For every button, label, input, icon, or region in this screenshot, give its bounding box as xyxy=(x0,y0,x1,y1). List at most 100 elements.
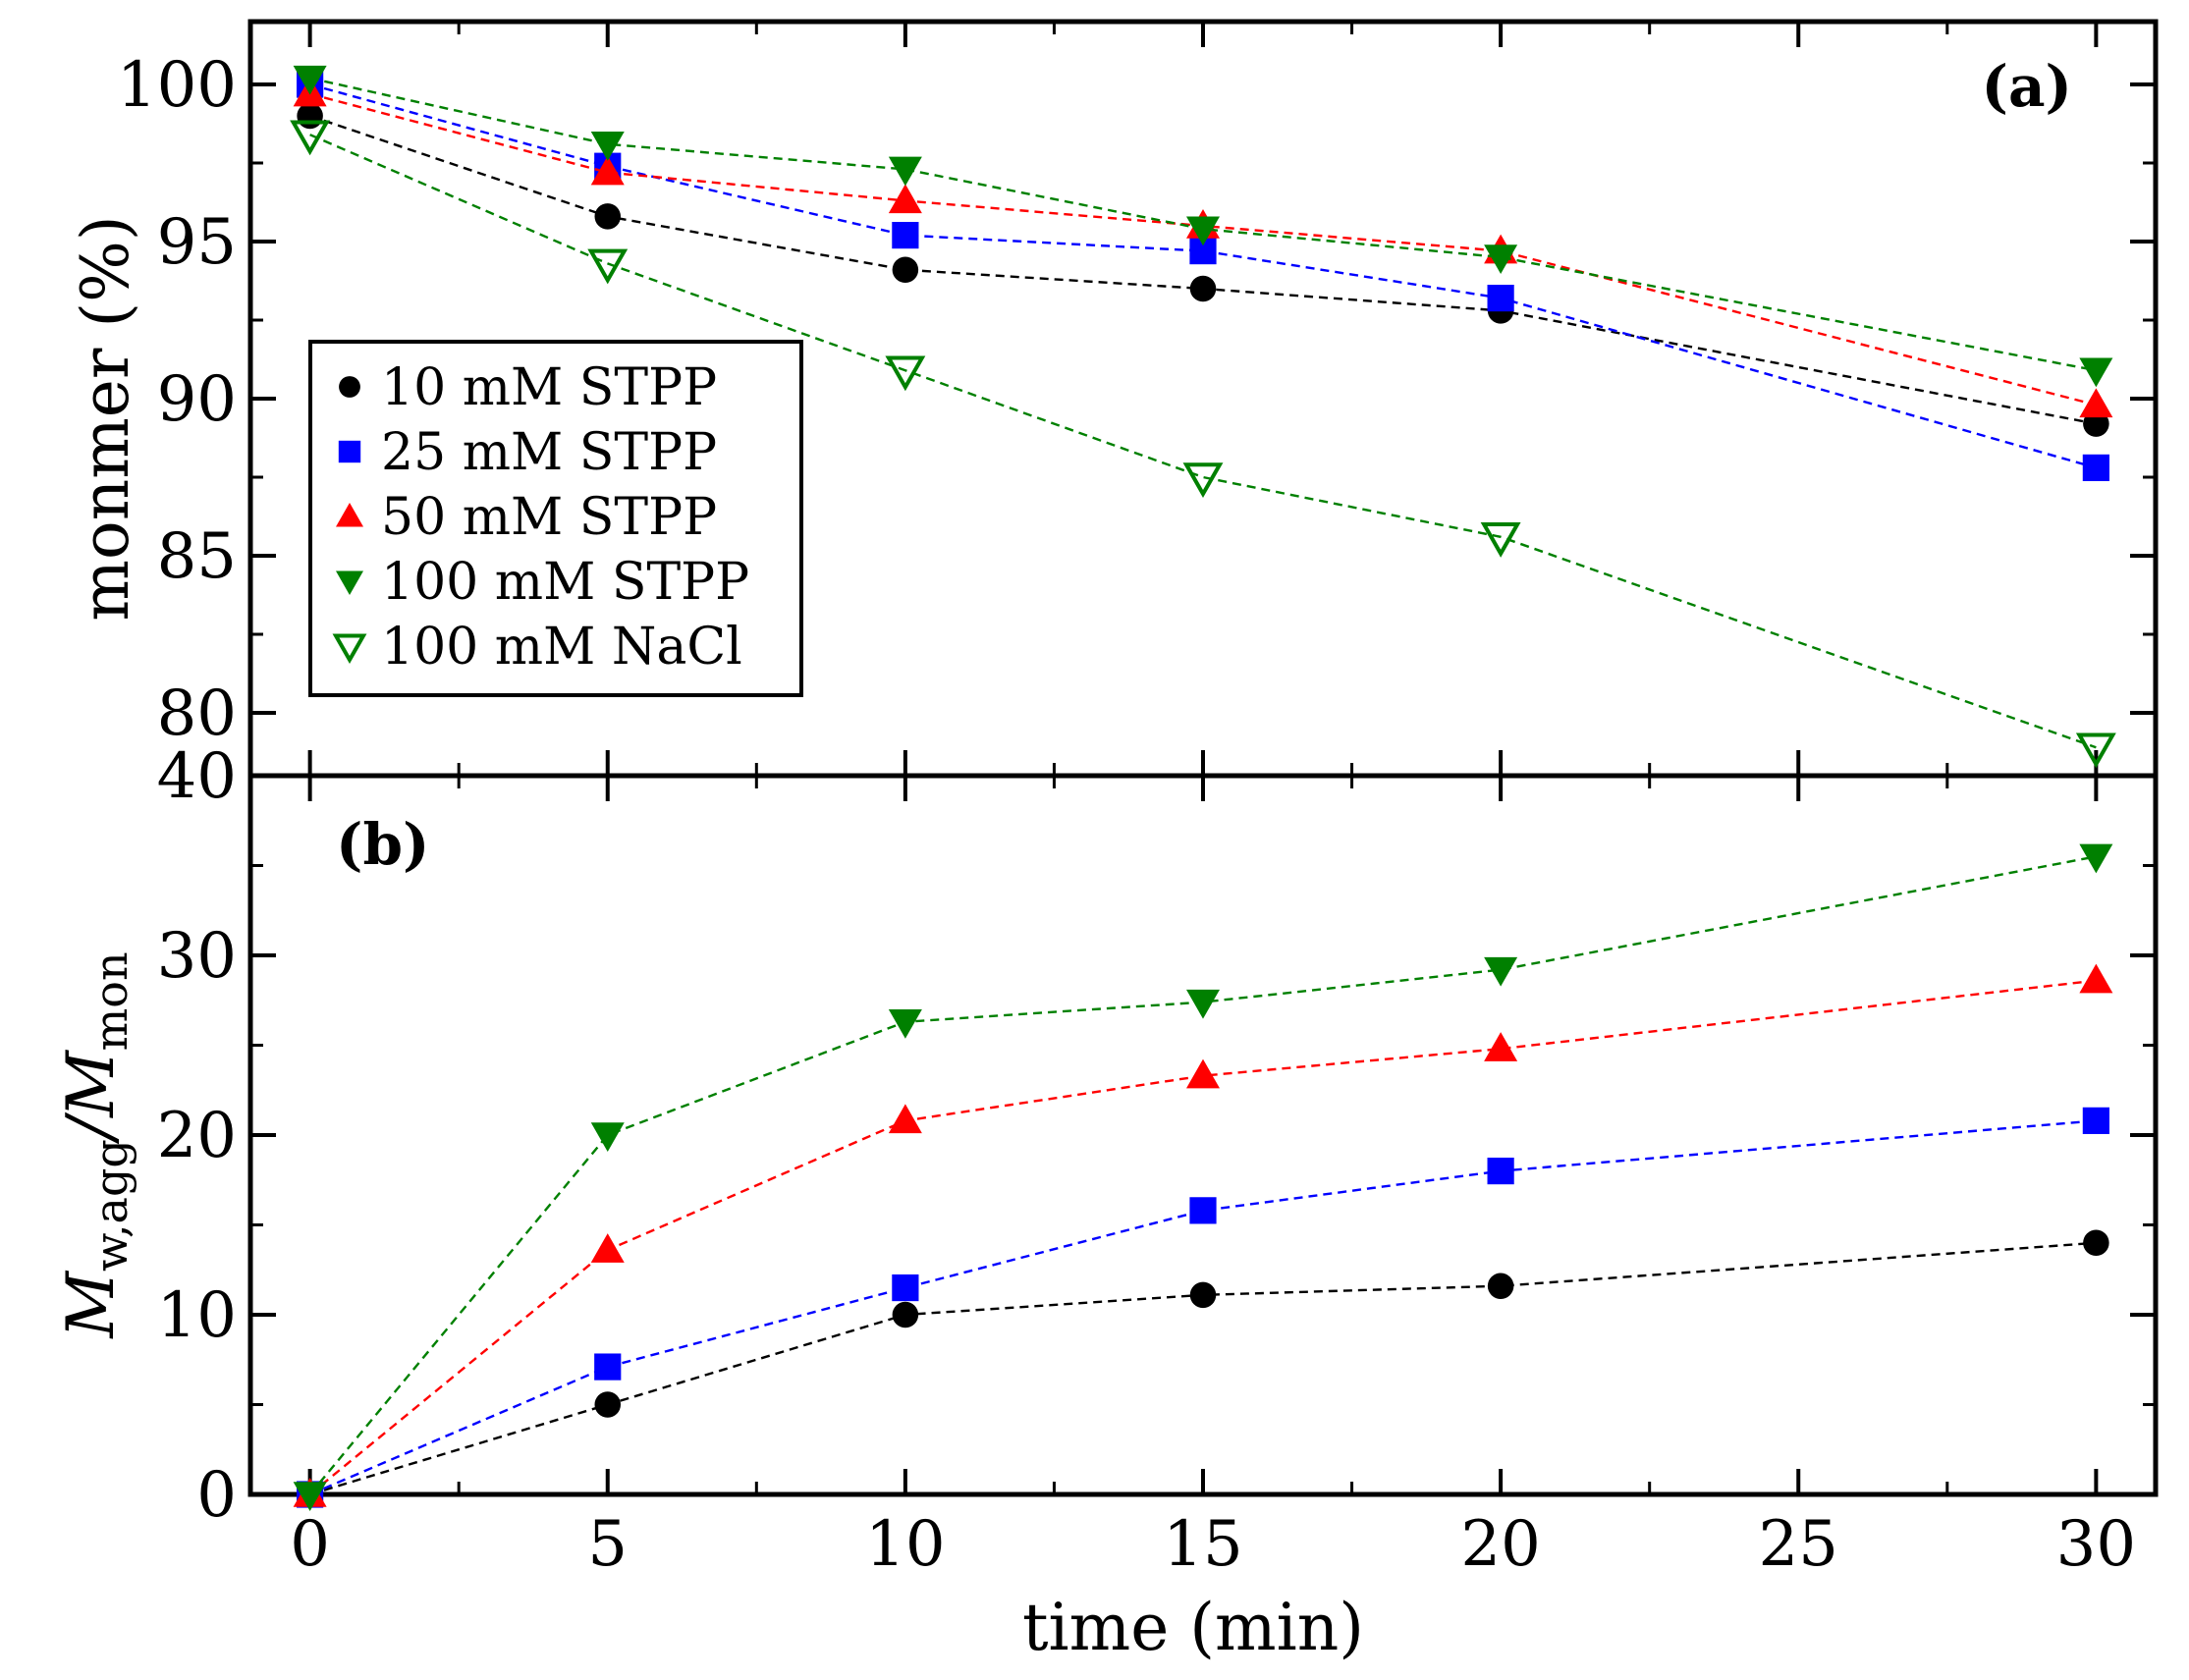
x-axis-title: time (min) xyxy=(1022,1590,1364,1665)
panel-a-ticks: 100 95 90 85 80 xyxy=(117,22,2156,776)
marker-triangle-down xyxy=(1484,244,1518,274)
marker-circle xyxy=(2083,1229,2109,1257)
marker-triangle-down xyxy=(293,1482,327,1511)
ylabel-sub-mon: mon xyxy=(84,951,137,1051)
marker-triangle-down xyxy=(1186,989,1220,1019)
marker-triangle-up xyxy=(2079,388,2113,418)
b-series-line xyxy=(308,979,2097,1495)
marker-triangle-down-open xyxy=(332,633,367,665)
panel-b-frame xyxy=(247,773,2159,1497)
b-ytick-label: 30 xyxy=(157,920,237,993)
panel-b-series xyxy=(293,843,2113,1511)
marker-triangle-up xyxy=(888,184,922,214)
b-series-line xyxy=(309,1119,2097,1496)
legend-label: 10 mM STPP xyxy=(381,358,717,417)
panel-a-label: (a) xyxy=(1982,53,2072,120)
marker-circle xyxy=(297,102,323,130)
legend-label: 25 mM STPP xyxy=(381,423,717,482)
marker-square xyxy=(1487,1158,1514,1185)
marker-triangle-down xyxy=(2079,843,2113,874)
marker-triangle-down xyxy=(590,1122,625,1152)
marker-triangle-down xyxy=(293,65,327,95)
marker-square xyxy=(2082,1107,2109,1134)
marker-triangle-down-open xyxy=(2075,732,2116,769)
a-series-line xyxy=(309,114,2097,425)
marker-square xyxy=(892,1274,919,1302)
panel-a-series xyxy=(290,65,2116,769)
marker-triangle-up xyxy=(590,155,625,186)
x-tick-label: 25 xyxy=(1759,1508,1838,1581)
legend-box xyxy=(308,340,803,697)
marker-square xyxy=(1487,285,1514,312)
marker-square xyxy=(594,1353,622,1381)
marker-circle xyxy=(1189,1281,1217,1309)
marker-triangle-up xyxy=(888,1104,922,1134)
a-series-100-mm-nacl xyxy=(290,120,2116,769)
x-tick-label: 20 xyxy=(1460,1508,1540,1581)
marker-triangle-down xyxy=(1484,956,1518,987)
panel-a-y-axis-title: monmer (%) xyxy=(68,215,143,621)
marker-circle xyxy=(1189,275,1217,302)
legend-label: 50 mM STPP xyxy=(381,488,717,547)
marker-square xyxy=(1189,1197,1217,1224)
x-tick-label: 30 xyxy=(2056,1508,2136,1581)
marker-triangle-down xyxy=(888,156,922,187)
b-ytick-label: 40 xyxy=(157,740,237,813)
x-tick-label: 0 xyxy=(290,1508,330,1581)
b-ytick-label: 20 xyxy=(157,1100,237,1172)
marker-square xyxy=(892,222,919,249)
ylabel-m: M xyxy=(53,1271,129,1339)
a-ytick-label: 85 xyxy=(157,520,237,593)
marker-circle xyxy=(594,203,622,230)
marker-triangle-up xyxy=(590,1233,625,1263)
marker-triangle-up xyxy=(1186,1058,1220,1089)
panel-b-ticks: 40 30 20 10 00 5 10 15 20 25 30 xyxy=(157,740,2156,1581)
marker-circle xyxy=(892,256,919,284)
ylabel-slash-m: /M xyxy=(53,1050,129,1145)
a-ytick-label: 90 xyxy=(157,363,237,436)
ylabel-sub-wagg: w,agg xyxy=(84,1139,137,1272)
marker-triangle-down-open xyxy=(290,120,331,156)
b-series-10-mm-stpp xyxy=(297,1229,2109,1508)
marker-square xyxy=(338,440,361,463)
b-series-line xyxy=(309,1241,2097,1496)
marker-triangle-up xyxy=(1484,1032,1518,1061)
legend-label: 100 mM STPP xyxy=(381,553,749,612)
marker-triangle-up xyxy=(2079,963,2113,994)
a-series-line xyxy=(309,92,2097,406)
a-series-line xyxy=(309,82,2097,469)
x-tick-label: 5 xyxy=(587,1508,628,1581)
panel-a: 100 95 90 85 80 (a) monmer (%) 10 mM STPP 25 … xyxy=(68,19,2159,779)
b-ytick-label: 10 xyxy=(157,1279,237,1352)
marker-triangle-down-open xyxy=(587,248,629,285)
b-series-50-mm-stpp xyxy=(293,963,2113,1507)
a-ytick-label: 95 xyxy=(157,206,237,279)
marker-triangle-down xyxy=(2079,357,2113,388)
marker-triangle-down xyxy=(888,1008,922,1039)
marker-circle xyxy=(339,376,360,398)
marker-circle xyxy=(892,1301,919,1328)
marker-triangle-up xyxy=(336,503,363,527)
marker-triangle-down xyxy=(590,132,625,161)
marker-triangle-down-open xyxy=(1182,462,1224,499)
a-series-line xyxy=(309,77,2097,372)
panel-b-y-axis-title: Mw,agg/Mmon xyxy=(53,951,137,1338)
b-series-100-mm-stpp xyxy=(293,843,2113,1511)
b-series-line xyxy=(308,855,2097,1495)
a-series-100-mm-stpp xyxy=(293,65,2113,388)
panel-b-label: (b) xyxy=(336,811,429,878)
marker-triangle-down-open xyxy=(1480,522,1521,558)
marker-triangle-down xyxy=(336,570,363,595)
legend: 10 mM STPP 25 mM STPP 50 mM STPP 100 mM STP… xyxy=(308,340,803,697)
marker-triangle-down-open xyxy=(885,355,926,392)
a-series-line xyxy=(309,134,2097,749)
panel-b: 40 30 20 10 00 5 10 15 20 25 30 (b) Mw,agg/Mmon ti… xyxy=(53,740,2159,1665)
marker-circle xyxy=(1487,1273,1514,1299)
a-ytick-label: 100 xyxy=(117,49,237,122)
marker-square xyxy=(2082,454,2109,481)
marker-circle xyxy=(594,1391,622,1418)
b-ytick-label: 0 xyxy=(196,1459,237,1532)
marker-triangle-down xyxy=(1186,216,1220,246)
a-ytick-label: 80 xyxy=(157,677,237,750)
